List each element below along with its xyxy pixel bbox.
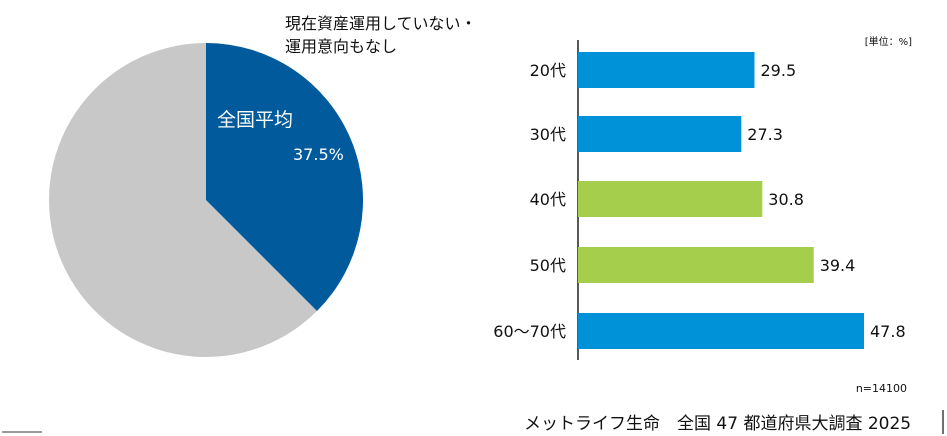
bar-category-label: 30代 (530, 125, 566, 144)
pie-title-line-2: 運用意向もなし (285, 37, 397, 56)
bar-0 (578, 52, 755, 88)
bar-category-label: 50代 (530, 256, 566, 275)
sample-size-note: n=14100 (856, 382, 907, 395)
source-caption: メットライフ生命 全国 47 都道府県大調査 2025 (524, 414, 911, 434)
bar-value-label: 30.8 (768, 190, 804, 209)
corner-line (2, 431, 42, 433)
bar-value-label: 39.4 (820, 256, 856, 275)
pie-slice-label: 全国平均 (217, 109, 293, 131)
bar-category-label: 20代 (530, 61, 566, 80)
bar-4 (578, 313, 864, 349)
bar-value-label: 47.8 (870, 322, 906, 341)
bar-category-label: 60～70代 (493, 322, 566, 341)
bar-2 (578, 181, 763, 217)
bar-category-label: 40代 (530, 190, 566, 209)
bar-value-label: 29.5 (761, 61, 797, 80)
pie-slice-national-average (206, 43, 364, 312)
unit-label: [単位：%] (865, 35, 912, 48)
bar-chart: [単位：%] 20代 29.5 30代 27.3 40代 30.8 50代 39.4 60～70… (493, 35, 912, 395)
pie-title-line-1: 現在資産運用していない・ (285, 14, 477, 33)
bar-3 (578, 247, 814, 283)
bar-1 (578, 116, 742, 152)
pie-chart: 現在資産運用していない・ 運用意向もなし 全国平均 37.5% (49, 14, 477, 357)
pie-slice-value-label: 37.5% (293, 145, 344, 164)
bar-value-label: 27.3 (747, 125, 783, 144)
pie-slice-other (49, 43, 318, 357)
